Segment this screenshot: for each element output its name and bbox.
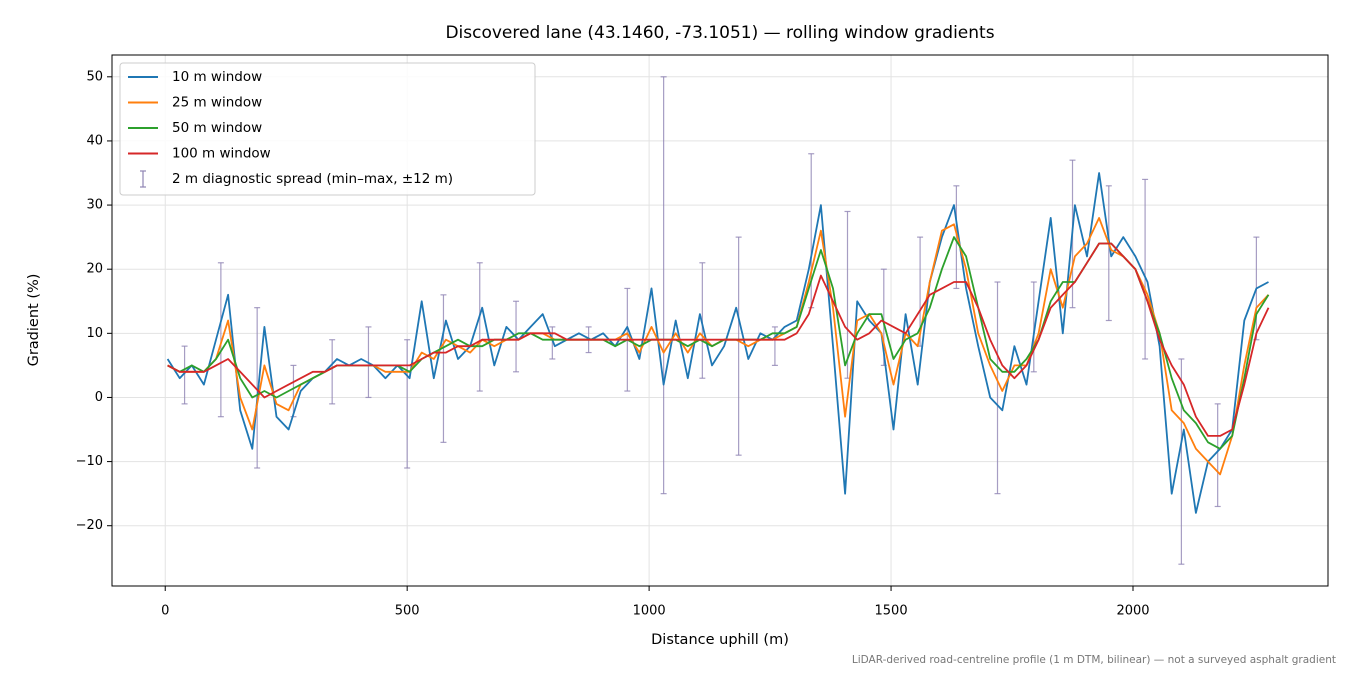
error-bar (329, 339, 336, 405)
x-tick-label: 0 (161, 604, 169, 619)
legend-label: 100 m window (172, 146, 271, 162)
footnote: LiDAR-derived road-centreline profile (1… (852, 654, 1336, 666)
y-tick-label: 10 (86, 326, 103, 341)
error-bar (1105, 185, 1112, 322)
error-bar (254, 307, 261, 469)
y-tick-label: 50 (86, 69, 103, 84)
y-tick-label: −10 (76, 454, 103, 469)
error-bar (994, 281, 1001, 495)
chart-title: Discovered lane (43.1460, -73.1051) — ro… (445, 23, 994, 43)
x-tick-label: 500 (395, 604, 420, 619)
error-bar (660, 76, 667, 495)
error-bar (1142, 178, 1149, 360)
legend-box (119, 62, 536, 196)
legend-label: 10 m window (172, 69, 262, 85)
x-tick-label: 1500 (875, 604, 908, 619)
plot-frame (111, 54, 1329, 587)
legend-label: 50 m window (172, 120, 262, 136)
series-line (166, 172, 1269, 514)
y-tick-label: 40 (86, 133, 103, 148)
legend-label: 2 m diagnostic spread (min–max, ±12 m) (172, 171, 453, 187)
x-axis-label: Distance uphill (m) (651, 632, 789, 648)
legend-label: 25 m window (172, 95, 262, 111)
x-tick-label: 1000 (633, 604, 666, 619)
error-bar (953, 185, 960, 290)
error-bar (549, 326, 556, 360)
y-tick-label: 20 (86, 262, 103, 277)
error-bar (699, 262, 706, 379)
y-tick-label: −20 (76, 518, 103, 533)
error-bar (476, 262, 483, 392)
y-tick-label: 0 (95, 390, 103, 405)
series-line (167, 242, 1270, 437)
error-bar (735, 236, 742, 456)
error-bar (404, 339, 411, 469)
error-bar (217, 262, 224, 418)
error-bar (1178, 358, 1185, 565)
error-bar (181, 345, 188, 405)
y-tick-label: 30 (86, 198, 103, 213)
error-bar (1214, 403, 1221, 508)
y-axis-label: Gradient (%) (26, 274, 42, 367)
x-tick-label: 2000 (1116, 604, 1149, 619)
error-bar (1030, 281, 1037, 373)
error-bar (440, 294, 447, 443)
